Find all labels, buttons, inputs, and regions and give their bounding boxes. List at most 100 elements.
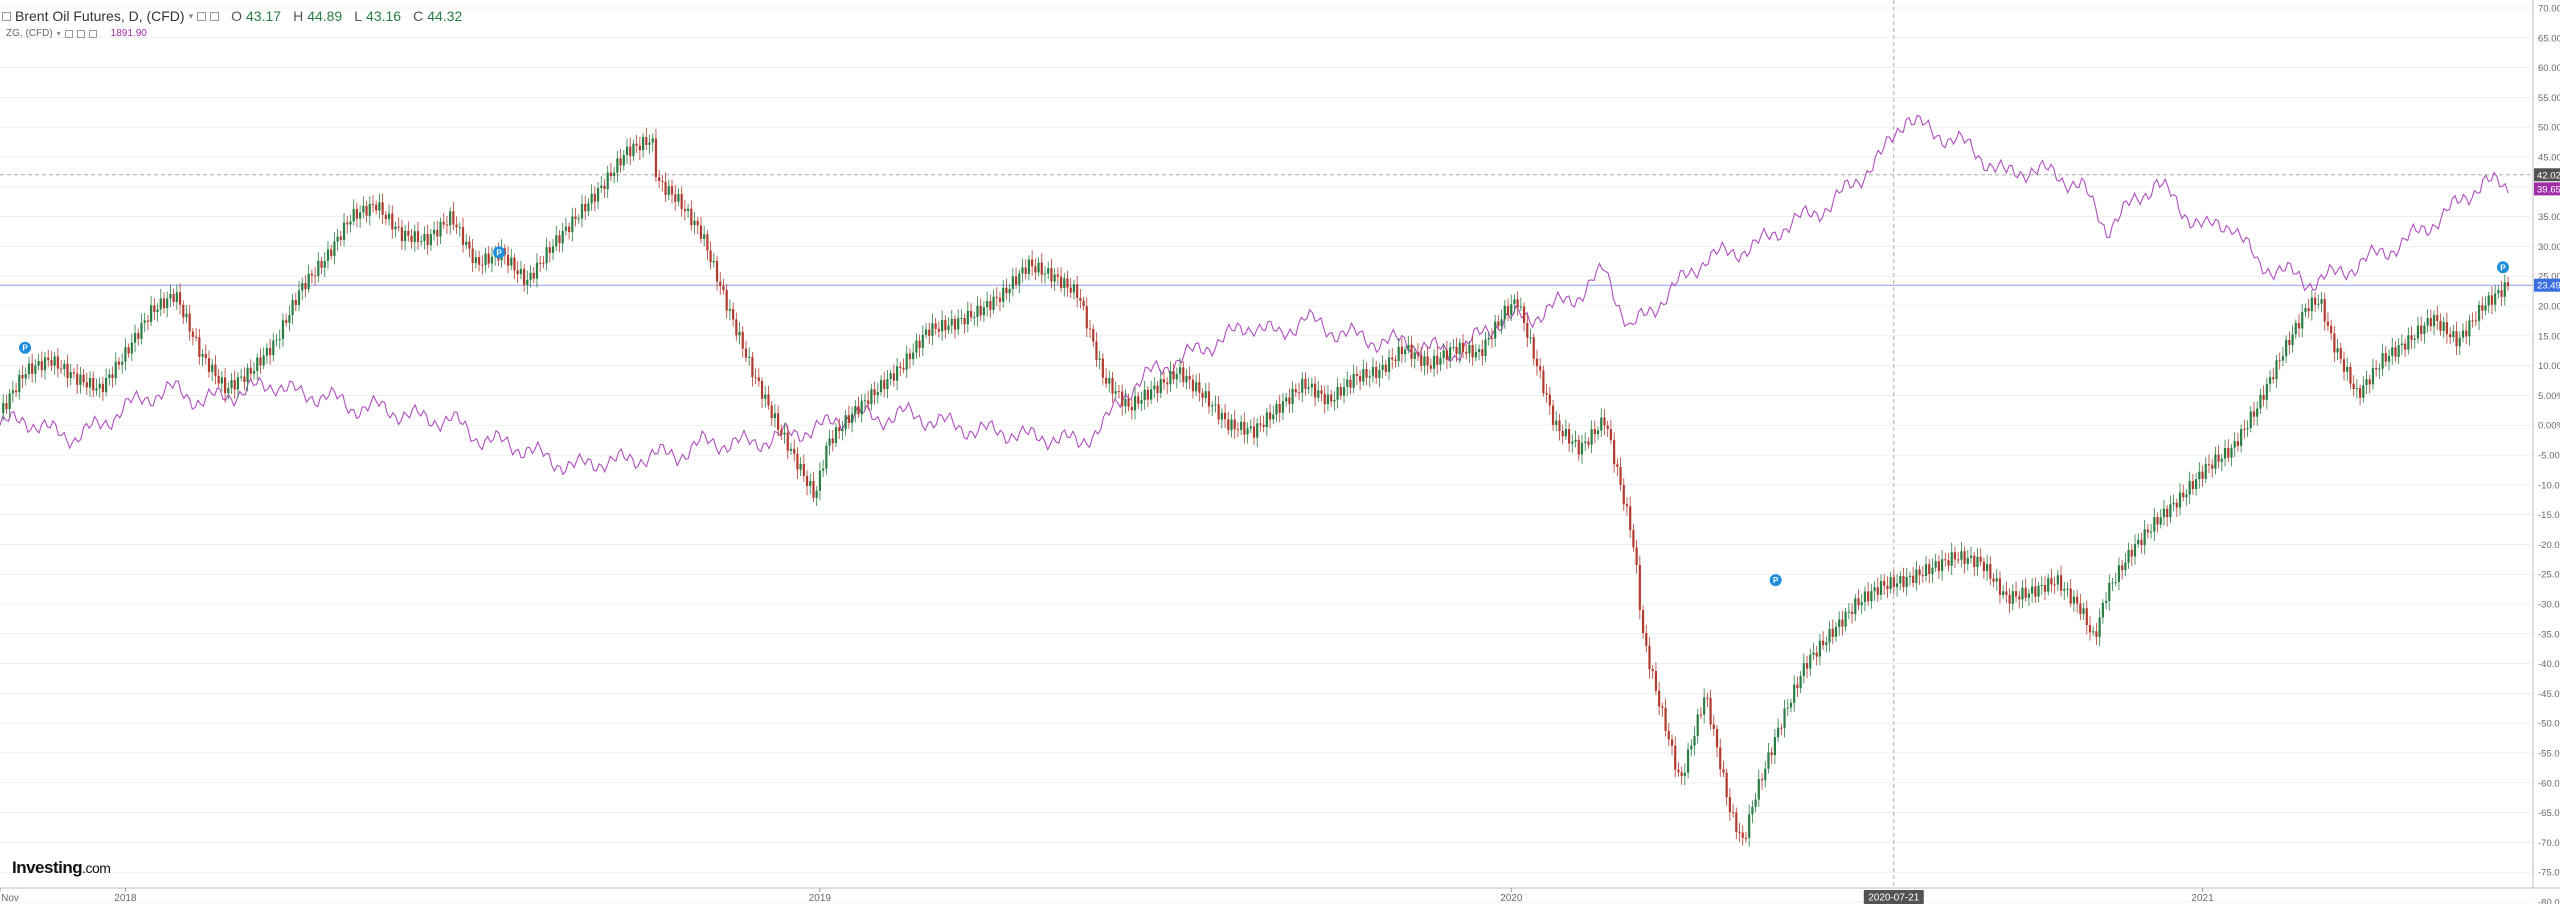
candle-body [947, 325, 950, 331]
date-badge [1863, 890, 1924, 904]
candle-body [1693, 735, 1696, 746]
candle-body [1793, 684, 1796, 703]
candle-body [1034, 266, 1037, 273]
candle-body [1924, 564, 1928, 577]
candle-body [1387, 357, 1391, 372]
candle-body [387, 213, 391, 220]
candle-body [1969, 555, 1973, 558]
candle-body [1532, 337, 1535, 359]
candle-body [1169, 370, 1172, 385]
y-tick-label: 10.00% [2538, 361, 2560, 372]
candle-body [770, 405, 773, 419]
candle-body [777, 413, 780, 430]
y-tick-label: -30.00% [2538, 600, 2560, 611]
candle-body [773, 413, 777, 419]
candle-body [1741, 832, 1744, 838]
x-tick-label: Nov [1, 893, 19, 904]
settings-icon[interactable] [197, 11, 207, 21]
candle-body [330, 249, 333, 257]
candle-body [281, 320, 285, 339]
candle-body [1330, 394, 1333, 402]
candle-body [223, 377, 227, 394]
candle-body [1124, 399, 1127, 407]
candle-body [150, 305, 153, 322]
candle-body [137, 332, 140, 339]
dropdown-arrow-icon[interactable]: ▾ [56, 29, 61, 38]
candle-body [1236, 429, 1240, 431]
candle-body [2166, 508, 2169, 518]
candle-body [1349, 379, 1352, 388]
candle-body [2040, 584, 2043, 586]
x-tick-label: 2019 [809, 893, 832, 904]
candle-body [1551, 405, 1555, 425]
candle-body [59, 368, 63, 370]
candle-body [2355, 388, 2358, 390]
compare-symbol[interactable]: ZG, (CFD) [6, 28, 53, 39]
visibility-icon[interactable] [64, 29, 73, 38]
candle-body [1246, 428, 1249, 435]
candle-body [867, 400, 870, 405]
candle-body [1712, 724, 1715, 730]
close-icon[interactable] [88, 29, 97, 38]
close-icon[interactable] [210, 11, 220, 21]
candle-body [1008, 288, 1011, 294]
candle-body [1780, 727, 1783, 729]
collapse-icon[interactable] [2, 11, 11, 21]
candle-body [1207, 391, 1211, 407]
candle-body [1477, 349, 1481, 352]
candle-body [92, 377, 95, 391]
candle-body [461, 227, 465, 245]
candle-body [613, 172, 616, 177]
candle-body [1921, 575, 1924, 577]
candle-body [690, 208, 693, 226]
dropdown-arrow-icon[interactable]: ▾ [188, 10, 194, 21]
candle-body [1076, 284, 1079, 298]
candle-body [1487, 338, 1490, 340]
candle-body [1815, 652, 1818, 657]
candle-body [2236, 441, 2240, 446]
candle-body [1590, 429, 1593, 445]
symbol-title[interactable]: Brent Oil Futures, D, (CFD) [15, 8, 185, 24]
candle-body [1240, 421, 1243, 431]
candle-body [166, 298, 169, 309]
candle-body [2175, 502, 2178, 508]
candle-body [1066, 278, 1069, 288]
candle-body [1905, 577, 1908, 588]
candle-body [487, 253, 490, 264]
candle-body [1783, 708, 1786, 728]
candle-body [1201, 392, 1204, 398]
candle-body [895, 366, 899, 381]
price-badge-label: 42.02 [2537, 170, 2560, 181]
settings-icon[interactable] [76, 29, 85, 38]
candle-body [719, 281, 722, 286]
y-tick-label: -10.00% [2538, 480, 2560, 491]
candle-body [455, 224, 458, 228]
candle-body [1947, 560, 1950, 566]
candle-body [2024, 587, 2027, 598]
candle-body [2420, 325, 2423, 334]
candle-body [2317, 303, 2320, 305]
candle-body [1715, 729, 1719, 748]
candle-body [1680, 772, 1683, 777]
candle-body [445, 224, 449, 226]
candle-body [2172, 502, 2175, 505]
candle-body [712, 260, 715, 263]
candle-body [1285, 397, 1288, 402]
candle-body [1796, 684, 1799, 689]
candle-body [1953, 552, 1957, 560]
candle-body [400, 227, 404, 242]
last-value-label: 39.65% [2537, 184, 2560, 195]
candle-body [1841, 619, 1844, 627]
candle-body [1603, 417, 1606, 426]
candle-body [979, 305, 982, 316]
candle-body [625, 146, 629, 156]
candle-body [1063, 278, 1066, 288]
candle-body [1310, 383, 1313, 388]
candle-body [355, 208, 359, 219]
y-tick-label: -70.00% [2538, 838, 2560, 849]
candle-body [1490, 338, 1494, 340]
candle-body [735, 319, 738, 336]
candle-body [14, 390, 18, 393]
